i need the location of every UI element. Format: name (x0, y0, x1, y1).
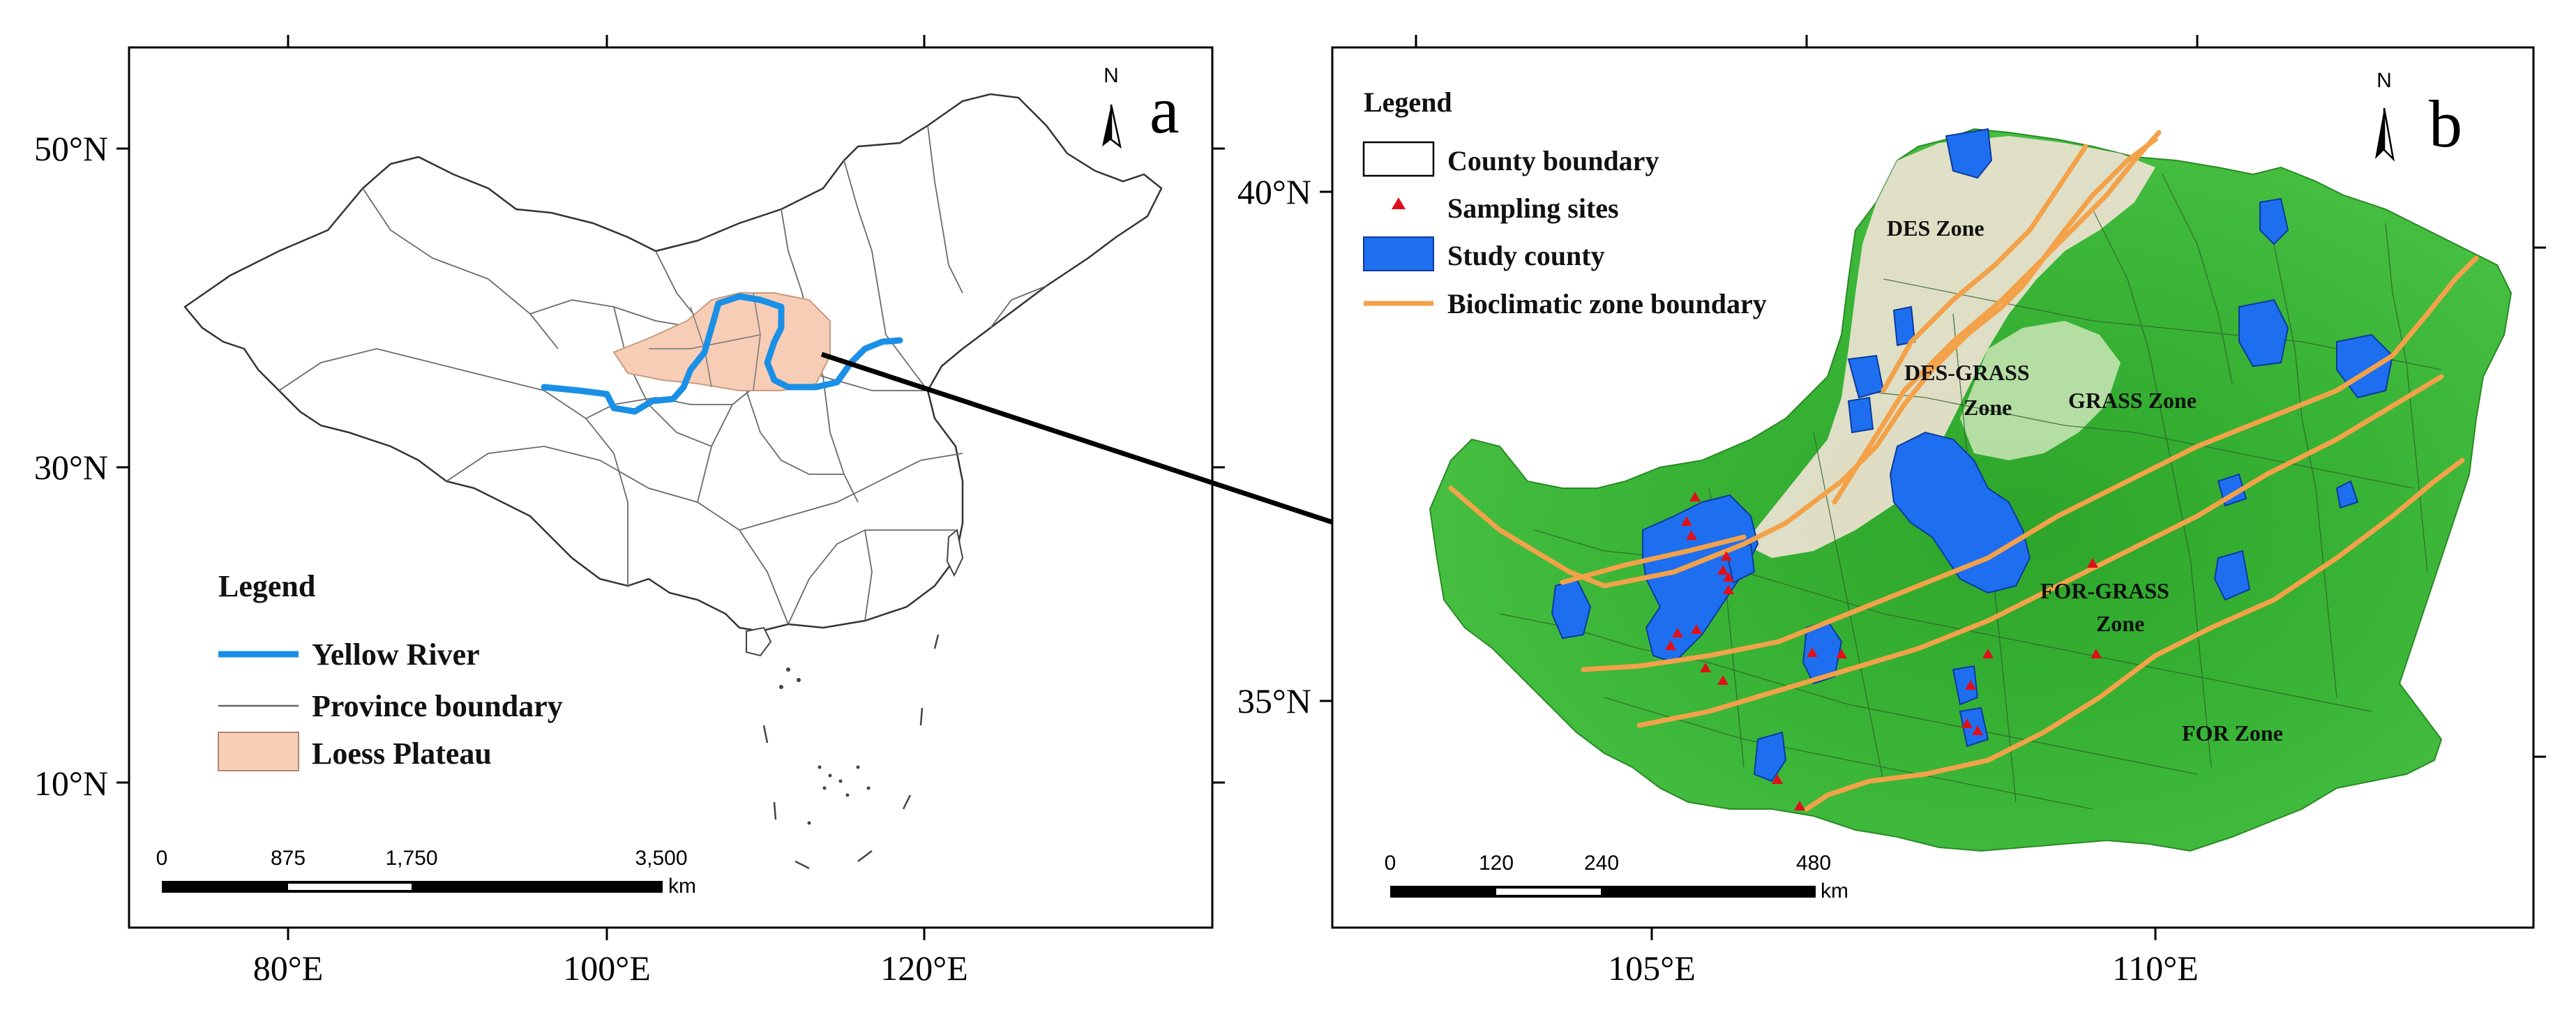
panel-b-ticks (1320, 35, 2546, 940)
lon-100e: 100°E (563, 949, 651, 988)
legend-b: Legend County boundary Sampling sites St… (1362, 86, 1767, 319)
scale-b-tick-0: 0 (1385, 852, 1396, 875)
study-county (1892, 305, 1916, 347)
sampling-site-swatch (1392, 197, 1406, 209)
zone-labels: DES Zone DES-GRASS Zone GRASS Zone FOR-G… (1887, 216, 2283, 746)
south-sea-islands (779, 667, 871, 825)
study-county (1753, 731, 1787, 783)
legend-b-item-county-boundary: County boundary (1447, 145, 1659, 176)
lon-110e: 110°E (2112, 949, 2199, 988)
nine-dash-line (762, 634, 940, 870)
scale-a-tick-0: 0 (156, 847, 168, 870)
study-county (2259, 197, 2289, 246)
legend-a: Legend Yellow River Province boundary Lo… (218, 569, 563, 771)
lon-105e: 105°E (1608, 949, 1696, 988)
zone-label-for-grass: FOR-GRASS (2040, 578, 2169, 603)
panel-a-label: a (1150, 73, 1180, 147)
loess-plateau-area (612, 292, 831, 391)
lat-40n: 40°N (1237, 172, 1311, 211)
yellow-river (541, 293, 903, 415)
legend-a-item-yellow-river: Yellow River (312, 637, 480, 672)
scale-b-tick-3: 480 (1796, 852, 1831, 875)
study-county-cluster (1642, 494, 1759, 664)
lon-120e: 120°E (880, 949, 968, 988)
panel-a-axis-labels: 50°N 30°N 10°N 80°E 100°E 120°E (34, 129, 968, 988)
lat-30n: 30°N (34, 448, 108, 487)
zone-label-for-grass-suffix: Zone (2096, 611, 2144, 636)
panel-b-label: b (2429, 86, 2462, 161)
zone-label-des-grass-suffix: Zone (1964, 395, 2012, 420)
islands (746, 529, 964, 657)
scale-a-tick-1: 875 (271, 847, 306, 870)
transition-area (1960, 321, 2121, 460)
scale-b-unit: km (1821, 879, 1848, 903)
zone-label-grass: GRASS Zone (2068, 388, 2197, 413)
scale-bar-a: 0 875 1,750 3,500 km (156, 847, 696, 898)
study-county (1945, 128, 1993, 179)
scale-a-tick-3: 3,500 (635, 847, 687, 870)
panel-b-axis-labels: 40°N 35°N 105°E 110°E (1237, 172, 2199, 988)
province-boundaries (278, 125, 1047, 625)
zone-label-for: FOR Zone (2182, 720, 2283, 746)
north-label: N (1104, 64, 1119, 87)
scale-b-tick-1: 120 (1479, 852, 1514, 875)
scale-a-tick-2: 1,750 (385, 847, 437, 870)
study-county (1847, 396, 1874, 434)
study-county-swatch (1363, 236, 1434, 271)
study-county (1959, 707, 1989, 748)
panel-a-ticks (116, 35, 1225, 940)
lat-50n: 50°N (34, 129, 108, 168)
county-boundary-swatch (1362, 141, 1435, 177)
legend-b-item-study-county: Study county (1447, 240, 1605, 271)
study-county (2335, 480, 2359, 509)
hainan-island (746, 626, 772, 657)
bioclimatic-zone-boundaries (1448, 130, 2479, 812)
loess-plateau-swatch (218, 732, 299, 771)
lat-10n: 10°N (34, 764, 108, 803)
legend-a-item-province-boundary: Province boundary (312, 689, 563, 723)
sampling-sites (1665, 492, 2102, 810)
lat-35n: 35°N (1237, 681, 1311, 720)
north-label-b: N (2377, 69, 2392, 92)
legend-b-title: Legend (1364, 86, 1452, 118)
north-arrow-icon: N (1102, 64, 1122, 149)
zone-label-des-grass: DES-GRASS (1904, 360, 2030, 385)
scale-bar-b: 0 120 240 480 km (1385, 852, 1848, 903)
panel-b: DES Zone DES-GRASS Zone GRASS Zone FOR-G… (1237, 35, 2546, 988)
legend-b-item-zone-boundary: Bioclimatic zone boundary (1447, 288, 1767, 319)
taiwan-island (946, 529, 964, 577)
north-arrow-b-icon: N (2375, 69, 2395, 162)
legend-a-title: Legend (218, 569, 315, 603)
panel-a: N a Legend Yellow River Province boundar… (34, 35, 1423, 988)
scale-a-unit: km (668, 875, 696, 898)
study-county (2238, 299, 2289, 368)
legend-b-item-sampling-sites: Sampling sites (1447, 192, 1619, 224)
scale-b-tick-2: 240 (1584, 852, 1619, 875)
legend-a-item-loess-plateau: Loess Plateau (312, 737, 492, 771)
study-county (2213, 550, 2251, 601)
study-county (1952, 665, 1979, 706)
zone-label-des: DES Zone (1887, 216, 1984, 241)
lon-80e: 80°E (253, 949, 324, 988)
